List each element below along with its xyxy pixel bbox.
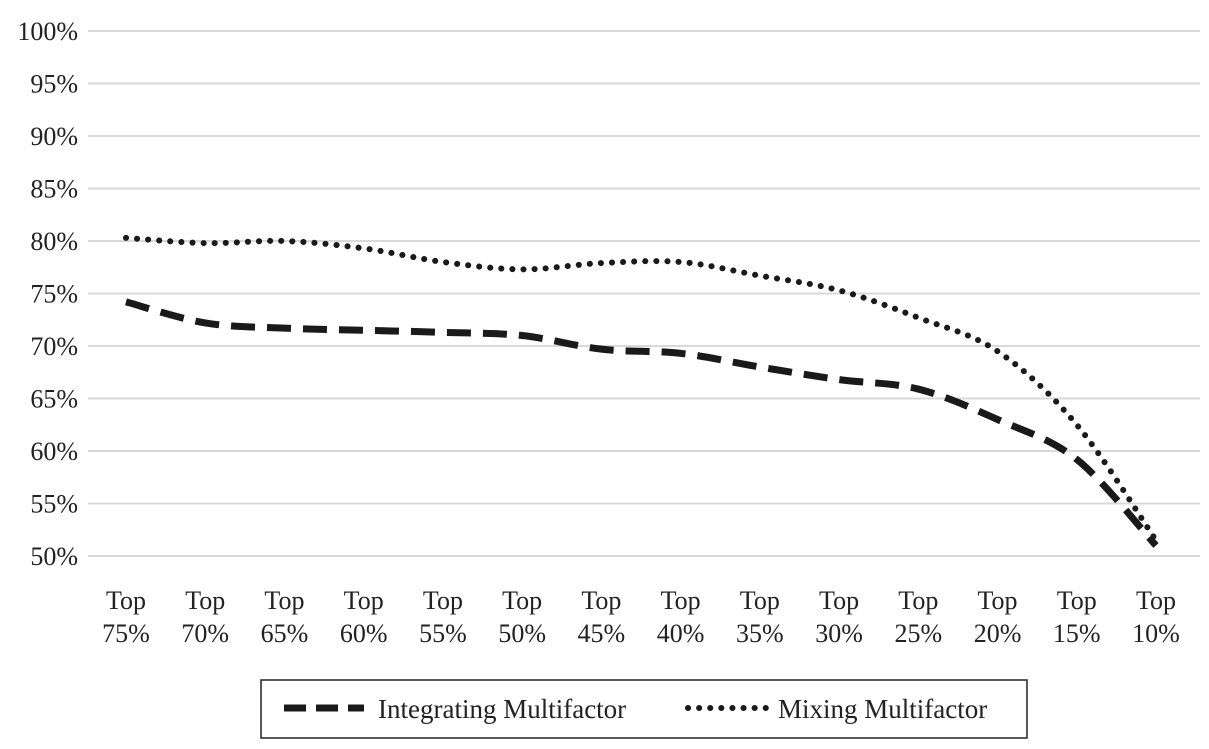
- x-tick-label: Top 20%: [974, 586, 1022, 648]
- x-tick-label: Top 65%: [261, 586, 309, 648]
- x-tick-label: Top 25%: [894, 586, 942, 648]
- series-line-mixing-multifactor: [123, 234, 1159, 544]
- y-tick-label: 85%: [30, 175, 78, 204]
- x-tick-label: Top 70%: [181, 586, 229, 648]
- y-tick-label: 95%: [30, 70, 78, 99]
- y-tick-label: 90%: [30, 122, 78, 151]
- x-tick-label: Top 10%: [1132, 586, 1180, 648]
- legend-label-mixing-multifactor: Mixing Multifactor: [778, 694, 987, 724]
- x-tick-label: Top 75%: [102, 586, 150, 648]
- y-tick-label: 75%: [30, 280, 78, 309]
- y-tick-label: 65%: [30, 385, 78, 414]
- y-tick-label: 55%: [30, 490, 78, 519]
- y-axis-tick-labels: 100% 95% 90% 85% 80% 75% 70% 65% 60% 55% 50%: [17, 17, 78, 571]
- series-line-integrating-multifactor: [125, 298, 1159, 548]
- legend: Integrating Multifactor Mixing Multifact…: [260, 679, 1028, 739]
- y-tick-label: 70%: [30, 332, 78, 361]
- x-tick-label: Top 50%: [498, 586, 546, 648]
- legend-box: [260, 679, 1028, 739]
- x-tick-label: Top 35%: [736, 586, 784, 648]
- x-axis-tick-labels: Top 75% Top 70% Top 65% Top 60% Top 55% Top 50% Top 4…: [102, 586, 1180, 648]
- gridlines: [88, 30, 1200, 557]
- legend-label-integrating-multifactor: Integrating Multifactor: [378, 694, 626, 724]
- x-tick-label: Top 30%: [815, 586, 863, 648]
- x-tick-label: Top 15%: [1053, 586, 1101, 648]
- series-lines: [123, 234, 1159, 548]
- y-tick-label: 60%: [30, 437, 78, 466]
- y-tick-label: 50%: [30, 542, 78, 571]
- x-tick-label: Top 40%: [657, 586, 705, 648]
- x-tick-label: Top 60%: [340, 586, 388, 648]
- x-tick-label: Top 55%: [419, 586, 467, 648]
- y-tick-label: 80%: [30, 227, 78, 256]
- x-tick-label: Top 45%: [578, 586, 626, 648]
- y-tick-label: 100%: [17, 17, 78, 46]
